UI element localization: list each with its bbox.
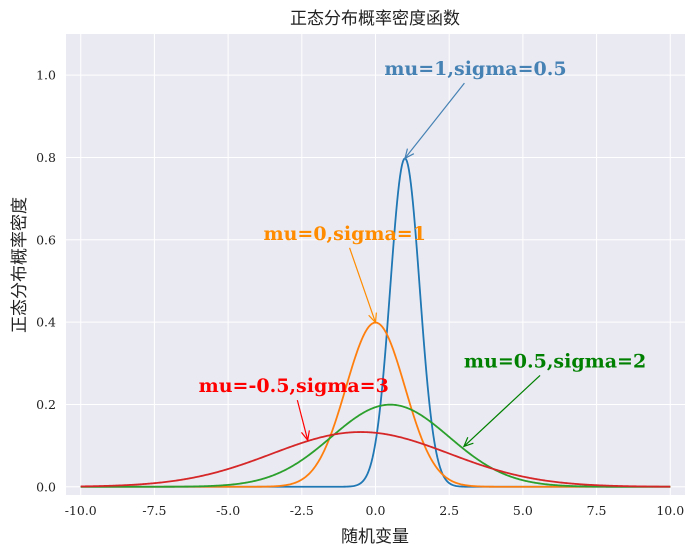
x-tick-label: 0.0 [366,503,386,518]
chart-title: 正态分布概率密度函数 [290,9,460,29]
annotation-arrow [463,374,541,447]
x-axis-ticks: -10.0 -7.5 -5.0 -2.5 0.0 2.5 5.0 7.5 10.0 [65,503,685,518]
annotation-arrowhead [368,312,377,324]
series-line-2 [80,403,671,488]
x-axis-label: 随机变量 [341,527,409,547]
x-tick-label: -2.5 [290,503,314,518]
annotation-label: mu=0.5,sigma=2 [464,350,646,372]
x-tick-label: 2.5 [439,503,459,518]
y-tick-label: 1.0 [36,68,56,83]
y-tick-label: 0.2 [36,397,56,412]
x-tick-label: 10.0 [656,503,684,518]
y-axis-ticks: 0.0 0.2 0.4 0.6 0.8 1.0 [36,68,56,495]
annotation-label: mu=0,sigma=1 [263,223,425,245]
x-tick-label: 7.5 [587,503,607,518]
series-line-3 [80,431,671,488]
x-tick-label: -7.5 [142,503,166,518]
annotations: mu=1,sigma=0.5 mu=0,sigma=1 mu=0.5,sigma=2… [199,58,646,448]
y-tick-label: 0.0 [36,479,56,494]
annotation-arrowhead [462,436,474,448]
annotation-arrow [349,247,377,323]
x-tick-label: -10.0 [65,503,97,518]
x-tick-label: -5.0 [216,503,240,518]
x-tick-label: 5.0 [513,503,533,518]
annotation-label: mu=1,sigma=0.5 [384,58,566,80]
annotation-arrowhead [301,430,310,442]
y-tick-label: 0.8 [36,150,56,165]
y-tick-label: 0.6 [36,232,56,247]
annotation-arrow [296,399,309,441]
y-axis-label: 正态分布概率密度 [10,197,30,333]
y-tick-label: 0.4 [36,315,56,330]
annotation-label: mu=-0.5,sigma=3 [199,375,389,397]
annotation-arrow [404,82,465,159]
annotation-arrowhead [404,148,415,160]
